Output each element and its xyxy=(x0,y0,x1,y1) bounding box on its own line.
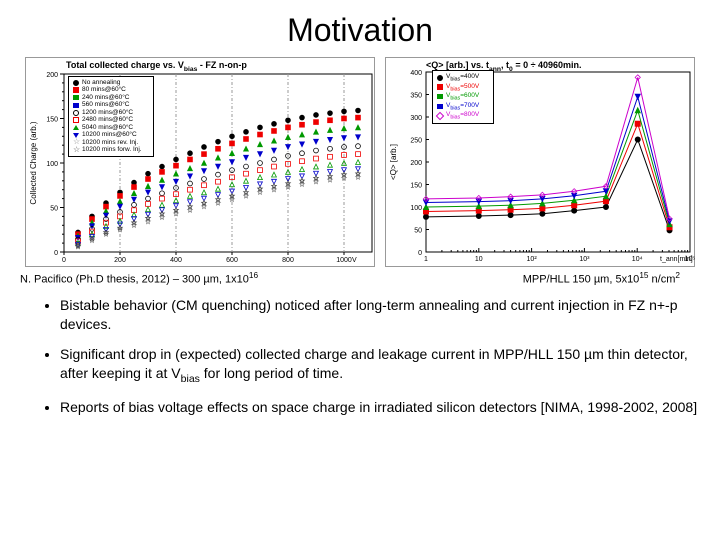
svg-text:10²: 10² xyxy=(527,256,538,263)
svg-text:200: 200 xyxy=(46,72,58,79)
svg-text:200: 200 xyxy=(410,160,422,167)
svg-text:150: 150 xyxy=(46,117,58,124)
svg-text:50: 50 xyxy=(414,228,422,235)
right-chart: <Q> [arb.] vs. tann, t0 = 0 ÷ 40960min. … xyxy=(385,57,695,267)
bullet-list: Bistable behavior (CM quenching) noticed… xyxy=(20,296,700,418)
svg-text:50: 50 xyxy=(50,206,58,213)
left-chart-legend: No annealing80 mins@60°C240 mins@60°C560… xyxy=(68,76,154,157)
svg-text:200: 200 xyxy=(114,257,126,264)
svg-text:Collected Charge (arb.): Collected Charge (arb.) xyxy=(29,121,38,204)
svg-text:150: 150 xyxy=(410,183,422,190)
right-caption: MPP/HLL 150 µm, 5x1015 n/cm2 xyxy=(523,271,680,286)
svg-text:600: 600 xyxy=(226,257,238,264)
right-chart-legend: Vbias=400VVbias=500VVbias=600VVbias=700V… xyxy=(432,70,494,124)
charts-row: Total collected charge vs. Vbias - FZ n-… xyxy=(20,57,700,267)
left-chart-title: Total collected charge vs. Vbias - FZ n-… xyxy=(66,60,247,73)
left-chart: Total collected charge vs. Vbias - FZ n-… xyxy=(25,57,375,267)
svg-text:0: 0 xyxy=(54,250,58,257)
bullet-1: Bistable behavior (CM quenching) noticed… xyxy=(60,296,700,334)
svg-text:1000: 1000 xyxy=(336,257,352,264)
svg-text:800: 800 xyxy=(282,257,294,264)
svg-text:10³: 10³ xyxy=(579,256,590,263)
svg-text:250: 250 xyxy=(410,138,422,145)
svg-text:0: 0 xyxy=(62,257,66,264)
svg-text:100: 100 xyxy=(46,161,58,168)
svg-text:350: 350 xyxy=(410,93,422,100)
svg-text:1: 1 xyxy=(424,256,428,263)
svg-text:0: 0 xyxy=(418,250,422,257)
svg-text:400: 400 xyxy=(410,70,422,77)
bullet-2: Significant drop in (expected) collected… xyxy=(60,345,700,386)
svg-text:400: 400 xyxy=(170,257,182,264)
svg-text:t_ann[min]: t_ann[min] xyxy=(660,256,693,263)
page-title: Motivation xyxy=(20,12,700,49)
svg-text:10⁴: 10⁴ xyxy=(632,256,643,263)
svg-text:V: V xyxy=(352,257,357,264)
svg-text:<Q> [arb.]: <Q> [arb.] xyxy=(389,144,398,180)
left-caption: N. Pacifico (Ph.D thesis, 2012) – 300 µm… xyxy=(20,271,258,286)
slide: Motivation Total collected charge vs. Vb… xyxy=(0,0,720,540)
svg-text:300: 300 xyxy=(410,115,422,122)
caption-row: N. Pacifico (Ph.D thesis, 2012) – 300 µm… xyxy=(20,271,700,286)
bullet-3: Reports of bias voltage effects on space… xyxy=(60,398,700,417)
svg-text:100: 100 xyxy=(410,205,422,212)
svg-text:10: 10 xyxy=(475,256,483,263)
